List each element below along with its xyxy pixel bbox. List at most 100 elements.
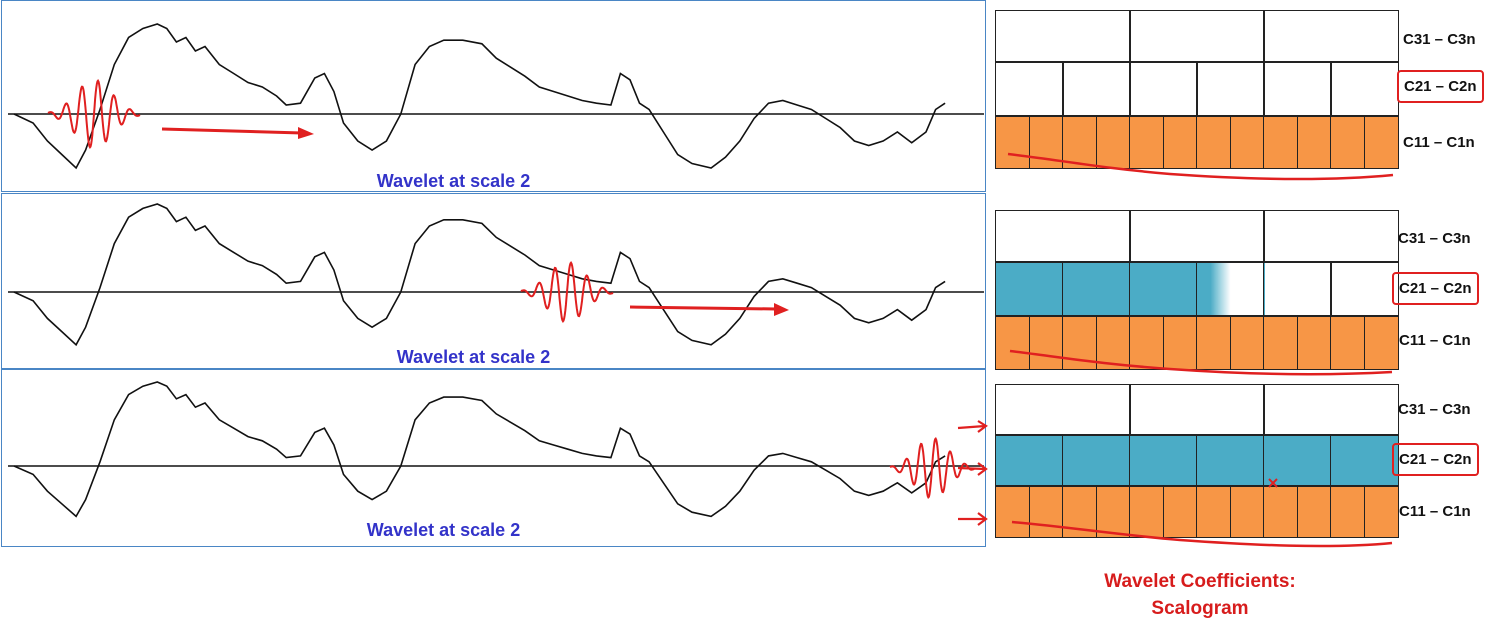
scalogram-caption: Wavelet Coefficients: Scalogram xyxy=(1060,568,1340,622)
wavelet xyxy=(520,260,614,324)
row-label-c3: C31 – C3n xyxy=(1403,31,1476,48)
wavelet xyxy=(889,437,975,499)
row-label-c3: C31 – C3n xyxy=(1398,401,1471,418)
coefficient-cell xyxy=(1028,116,1064,169)
scalogram-row xyxy=(995,384,1399,435)
coefficient-cell xyxy=(1263,316,1298,370)
row-label-c2-highlighted: C21 – C2n xyxy=(1392,443,1479,476)
coefficient-cell xyxy=(1196,262,1265,316)
coefficient-cell xyxy=(1196,486,1231,538)
coefficient-cell xyxy=(1263,486,1298,538)
scalogram-row xyxy=(995,435,1399,486)
coefficient-cell xyxy=(1263,62,1332,116)
signal-panel-1: Wavelet at scale 2 xyxy=(1,0,986,192)
coefficient-cell xyxy=(1196,316,1231,370)
scalogram-row xyxy=(995,486,1399,538)
coefficient-cell xyxy=(1196,62,1265,116)
coefficient-cell xyxy=(1129,316,1164,370)
coefficient-cell xyxy=(1196,435,1265,486)
coefficient-cell xyxy=(1129,435,1198,486)
coefficient-cell xyxy=(1162,316,1198,370)
coefficient-cell xyxy=(1196,116,1231,169)
coefficient-cell xyxy=(1229,486,1265,538)
row-label-c1: C11 – C1n xyxy=(1403,134,1475,151)
coefficient-cell xyxy=(995,435,1064,486)
coefficient-cell xyxy=(995,116,1030,169)
scalogram-caption-line1: Wavelet Coefficients: xyxy=(1104,571,1296,592)
signal-waveform xyxy=(13,381,946,518)
wavelet xyxy=(47,79,141,149)
coefficient-cell xyxy=(1129,210,1265,262)
row-label-c3: C31 – C3n xyxy=(1398,230,1471,247)
signal-panel-3: Wavelet at scale 2 xyxy=(1,369,986,547)
coefficient-cell xyxy=(1296,486,1332,538)
scalogram-1 xyxy=(995,10,1399,169)
coefficient-cell xyxy=(1062,316,1097,370)
coefficient-cell xyxy=(1363,486,1399,538)
coefficient-cell xyxy=(995,210,1131,262)
coefficient-cell xyxy=(1363,316,1399,370)
scalogram-row xyxy=(995,62,1399,116)
coefficient-cell xyxy=(995,262,1064,316)
row-label-c1: C11 – C1n xyxy=(1399,503,1471,520)
coefficient-cell xyxy=(1263,10,1399,62)
coefficient-cell xyxy=(1330,262,1399,316)
coefficient-cell xyxy=(995,486,1030,538)
signal-plot xyxy=(8,23,984,170)
coefficient-cell xyxy=(1330,62,1399,116)
coefficient-cell xyxy=(1263,116,1298,169)
scalogram-row xyxy=(995,10,1399,62)
coefficient-cell xyxy=(1330,116,1365,169)
panel-caption: Wavelet at scale 2 xyxy=(396,347,551,367)
coefficient-cell xyxy=(1129,262,1198,316)
scalogram-row xyxy=(995,116,1399,169)
coefficient-cell xyxy=(1129,62,1198,116)
coefficient-cell xyxy=(995,316,1030,370)
coefficient-cell xyxy=(1330,435,1399,486)
coefficient-cell xyxy=(1263,262,1332,316)
coefficient-cell xyxy=(1062,262,1131,316)
coefficient-cell xyxy=(1229,316,1265,370)
coefficient-cell xyxy=(1129,384,1265,435)
coefficient-cell xyxy=(995,384,1131,435)
coefficient-cell xyxy=(1095,316,1131,370)
coefficient-cell xyxy=(1062,62,1131,116)
row-label-c2-highlighted: C21 – C2n xyxy=(1397,70,1484,103)
coefficient-cell xyxy=(1028,316,1064,370)
coefficient-cell xyxy=(1129,116,1164,169)
coefficient-cell xyxy=(1330,486,1365,538)
signal-plot xyxy=(8,203,984,347)
coefficient-cell xyxy=(1263,435,1332,486)
coefficient-cell xyxy=(1095,486,1131,538)
coefficient-cell xyxy=(995,62,1064,116)
scalogram-2 xyxy=(995,210,1399,370)
coefficient-cell xyxy=(1296,316,1332,370)
coefficient-cell xyxy=(1330,316,1365,370)
coefficient-cell xyxy=(1363,116,1399,169)
coefficient-cell xyxy=(1129,10,1265,62)
scalogram-row xyxy=(995,210,1399,262)
signal-waveform xyxy=(13,23,946,170)
scalogram-row xyxy=(995,316,1399,370)
coefficient-cell xyxy=(1162,486,1198,538)
coefficient-cell xyxy=(1263,210,1399,262)
scalogram-3 xyxy=(995,384,1399,538)
scalogram-caption-line2: Scalogram xyxy=(1151,598,1249,619)
coefficient-cell xyxy=(1229,116,1265,169)
direction-arrow xyxy=(629,303,789,316)
coefficient-cell xyxy=(1062,116,1097,169)
coefficient-cell xyxy=(1062,486,1097,538)
signal-panel-2: Wavelet at scale 2 xyxy=(1,193,986,369)
scalogram-row xyxy=(995,262,1399,316)
coefficient-cell xyxy=(1296,116,1332,169)
coefficient-cell xyxy=(1263,384,1399,435)
direction-arrow xyxy=(161,127,314,139)
row-label-c2-highlighted: C21 – C2n xyxy=(1392,272,1479,305)
signal-waveform xyxy=(13,203,946,347)
coefficient-cell xyxy=(1062,435,1131,486)
coefficient-cell xyxy=(1129,486,1164,538)
coefficient-cell xyxy=(1095,116,1131,169)
row-label-c1: C11 – C1n xyxy=(1399,332,1471,349)
coefficient-cell xyxy=(1028,486,1064,538)
panel-caption: Wavelet at scale 2 xyxy=(366,520,521,540)
